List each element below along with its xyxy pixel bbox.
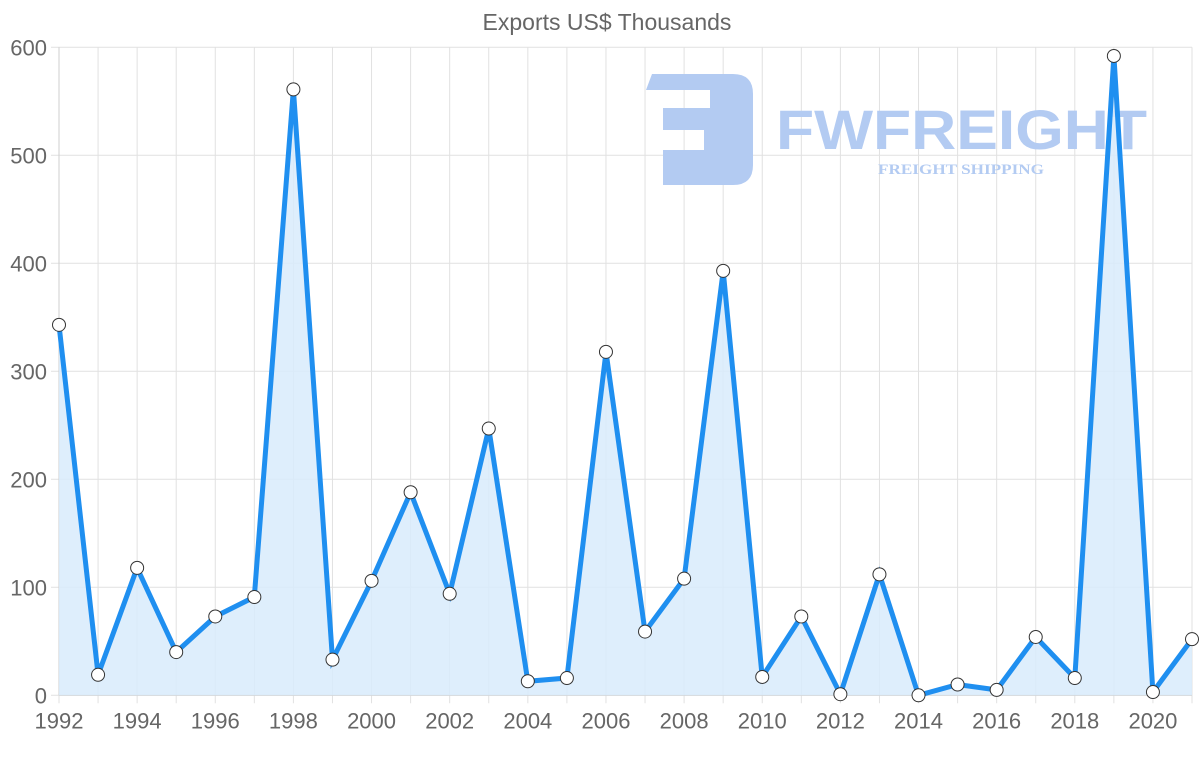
data-point-2013[interactable] [872,567,887,582]
data-point-1992[interactable] [52,317,66,332]
y-tick-label: 400 [10,251,47,276]
data-point-2007[interactable] [638,624,653,639]
data-point-1997[interactable] [247,590,262,605]
y-tick-label: 300 [10,359,47,384]
x-tick-label: 1992 [35,708,84,733]
data-point-2009[interactable] [716,263,731,278]
x-tick-label: 2016 [972,708,1021,733]
data-point-2016[interactable] [989,682,1004,697]
data-point-2018[interactable] [1067,671,1082,686]
data-point-1993[interactable] [91,667,106,682]
data-point-2005[interactable] [559,671,574,686]
fwfreight-logo-mark-icon [646,74,753,185]
data-point-2008[interactable] [677,571,692,586]
data-point-2017[interactable] [1028,629,1043,644]
data-line [56,55,1195,701]
data-point-2006[interactable] [598,344,613,359]
x-tick-label: 2004 [503,708,552,733]
data-point-2021[interactable] [1185,632,1199,647]
data-point-2015[interactable] [950,677,965,692]
data-points [52,48,1199,703]
data-point-2010[interactable] [755,669,770,684]
y-tick-label: 500 [10,143,47,168]
data-point-2003[interactable] [481,421,496,436]
x-axis-labels: 1992 1994 1996 1998 2000 2002 2004 2006 2008 2010… [35,708,1178,733]
x-tick-label: 2008 [660,708,709,733]
y-tick-label: 600 [10,35,47,60]
y-tick-label: 200 [10,467,47,492]
data-point-1995[interactable] [169,645,184,660]
x-tick-label: 2006 [581,708,630,733]
data-point-1999[interactable] [325,652,340,667]
x-tick-label: 2010 [738,708,787,733]
data-point-1998[interactable] [286,82,301,97]
x-tick-label: 2012 [816,708,865,733]
x-tick-label: 2000 [347,708,396,733]
x-tick-label: 1994 [113,708,162,733]
y-tick-label: 0 [35,683,47,708]
data-point-2004[interactable] [520,674,535,689]
x-tick-label: 2014 [894,708,943,733]
x-tick-label: 2002 [425,708,474,733]
data-point-2019[interactable] [1106,48,1121,63]
data-point-2000[interactable] [364,573,379,588]
fwfreight-watermark-logo: FWFREIGHT FREIGHT SHIPPING [646,74,1147,185]
watermark-brand: FWFREIGHT [776,98,1147,161]
data-point-2011[interactable] [794,609,809,624]
watermark-tagline: FREIGHT SHIPPING [878,162,1044,178]
data-point-2014[interactable] [911,688,926,703]
data-point-2012[interactable] [833,687,848,702]
x-tick-label: 2018 [1050,708,1099,733]
chart-title: Exports US$ Thousands [483,9,732,35]
data-point-2020[interactable] [1145,685,1160,700]
x-tick-label: 2020 [1128,708,1177,733]
data-point-2002[interactable] [442,586,457,601]
data-point-2001[interactable] [403,485,418,500]
x-tick-label: 1996 [191,708,240,733]
x-tick-label: 1998 [269,708,318,733]
y-tick-label: 100 [10,575,47,600]
data-point-1996[interactable] [208,609,223,624]
data-point-1994[interactable] [130,560,145,575]
y-axis-labels: 0 100 200 300 400 500 600 [10,35,47,708]
